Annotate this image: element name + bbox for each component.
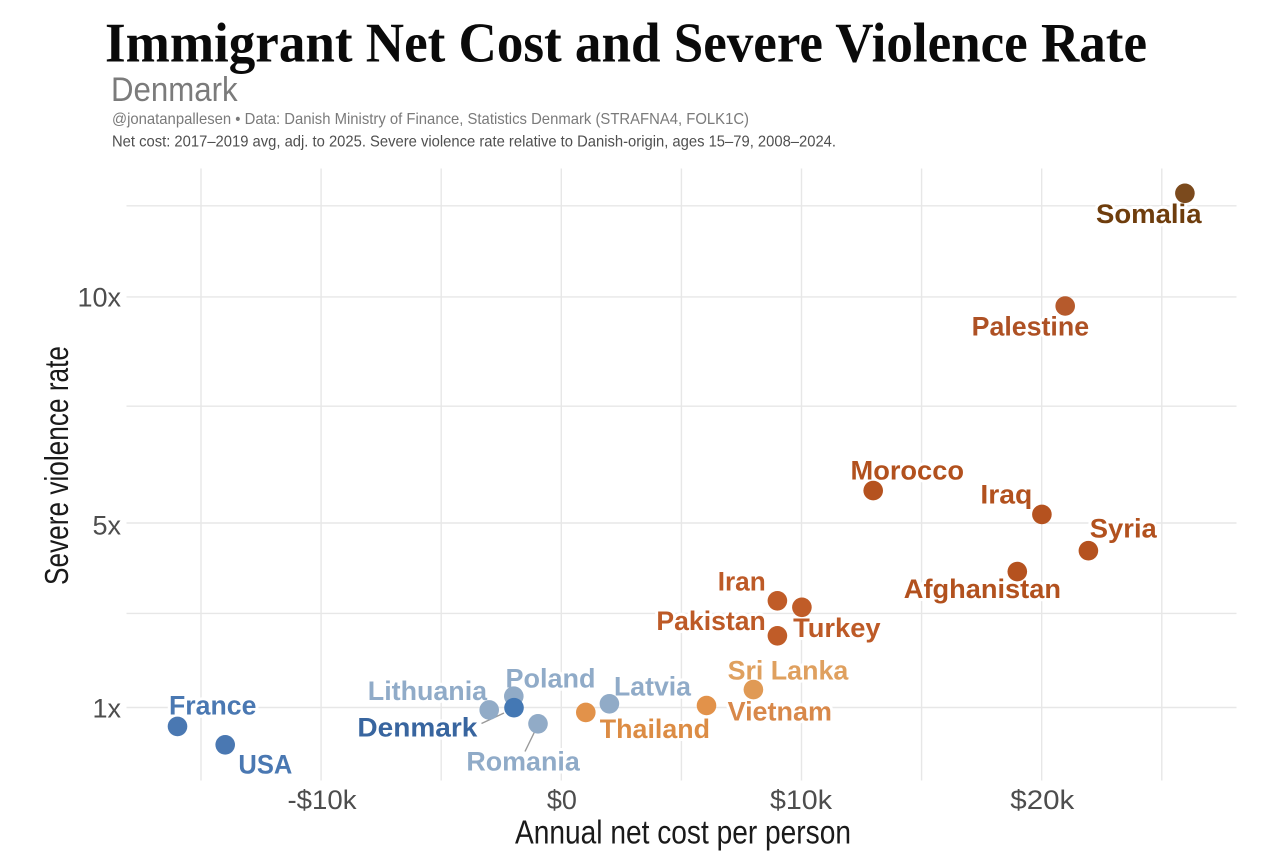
- svg-text:$10k: $10k: [770, 785, 833, 815]
- svg-text:10x: 10x: [77, 283, 121, 313]
- svg-text:5x: 5x: [92, 511, 121, 541]
- svg-text:Severe violence rate: Severe violence rate: [38, 346, 75, 585]
- svg-text:Somalia: Somalia: [1096, 199, 1202, 229]
- svg-text:Vietnam: Vietnam: [728, 696, 832, 726]
- svg-text:Sri Lanka: Sri Lanka: [728, 655, 850, 685]
- svg-text:Lithuania: Lithuania: [368, 676, 488, 706]
- svg-text:Denmark: Denmark: [357, 713, 478, 743]
- svg-text:Annual net cost per person: Annual net cost per person: [515, 815, 851, 852]
- svg-text:Thailand: Thailand: [600, 714, 710, 744]
- svg-text:-$10k: -$10k: [288, 785, 358, 815]
- svg-text:USA: USA: [238, 750, 292, 780]
- svg-text:Syria: Syria: [1090, 514, 1158, 544]
- svg-text:Denmark: Denmark: [111, 71, 239, 109]
- svg-text:$20k: $20k: [1010, 785, 1075, 815]
- svg-text:1x: 1x: [92, 694, 121, 724]
- svg-text:Immigrant Net Cost and Severe: Immigrant Net Cost and Severe Violence R…: [105, 13, 1147, 75]
- svg-text:Afghanistan: Afghanistan: [904, 574, 1061, 604]
- svg-text:Palestine: Palestine: [972, 312, 1090, 342]
- svg-text:Net cost: 2017–2019 avg, adj.: Net cost: 2017–2019 avg, adj. to 2025. S…: [112, 133, 836, 150]
- svg-text:Morocco: Morocco: [851, 456, 965, 486]
- svg-text:Iran: Iran: [718, 567, 766, 597]
- svg-text:Poland: Poland: [506, 664, 596, 694]
- svg-text:Latvia: Latvia: [614, 672, 692, 702]
- svg-text:@jonatanpallesen • Data: Danis: @jonatanpallesen • Data: Danish Ministry…: [112, 111, 749, 128]
- svg-text:France: France: [169, 691, 256, 721]
- svg-text:Pakistan: Pakistan: [656, 606, 765, 636]
- svg-text:Iraq: Iraq: [980, 480, 1032, 510]
- svg-text:$0: $0: [547, 785, 577, 815]
- svg-text:Romania: Romania: [466, 747, 580, 777]
- svg-text:Turkey: Turkey: [793, 613, 881, 643]
